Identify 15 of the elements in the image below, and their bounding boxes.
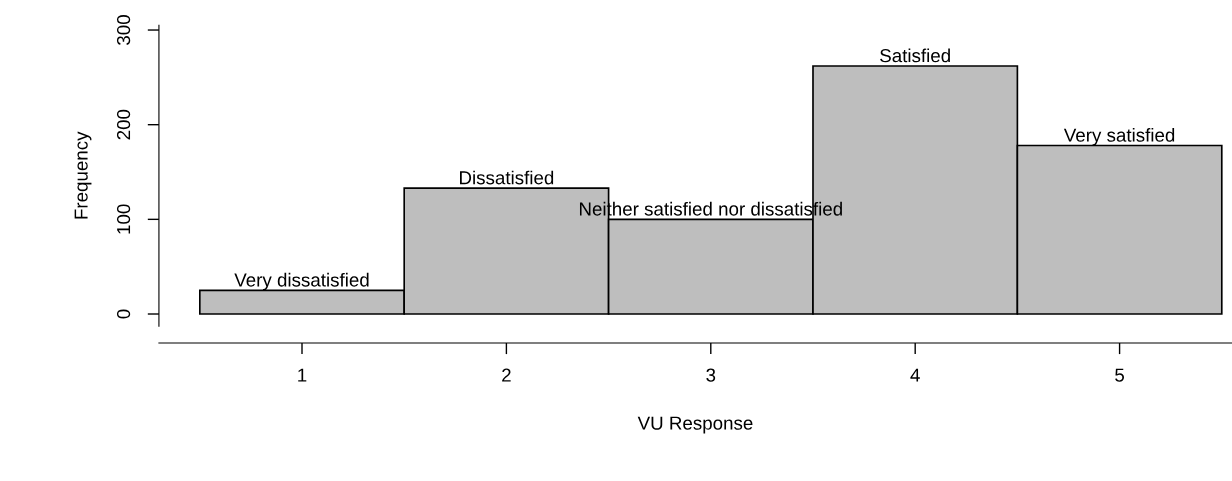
annotation: Very satisfied <box>1063 128 1175 146</box>
y-tick-label: 100 <box>116 204 131 234</box>
x-tick-label: 3 <box>706 368 716 382</box>
annotation: Dissatisfied <box>460 170 554 185</box>
x-axis-title: VU Response <box>637 416 753 434</box>
annotation: Satisfied <box>880 48 950 63</box>
y-tick-label: 0 <box>116 309 131 319</box>
x-tick-label: 1 <box>298 368 307 382</box>
x-tick-label: 5 <box>1115 368 1125 382</box>
y-tick-label: 200 <box>116 109 131 140</box>
x-tick-label: 2 <box>502 368 511 382</box>
annotation: Very dissatisfied <box>234 272 369 291</box>
y-axis-title: Frequency <box>74 131 92 219</box>
y-tick-label: 300 <box>116 15 131 45</box>
x-tick-label: 4 <box>910 368 920 382</box>
